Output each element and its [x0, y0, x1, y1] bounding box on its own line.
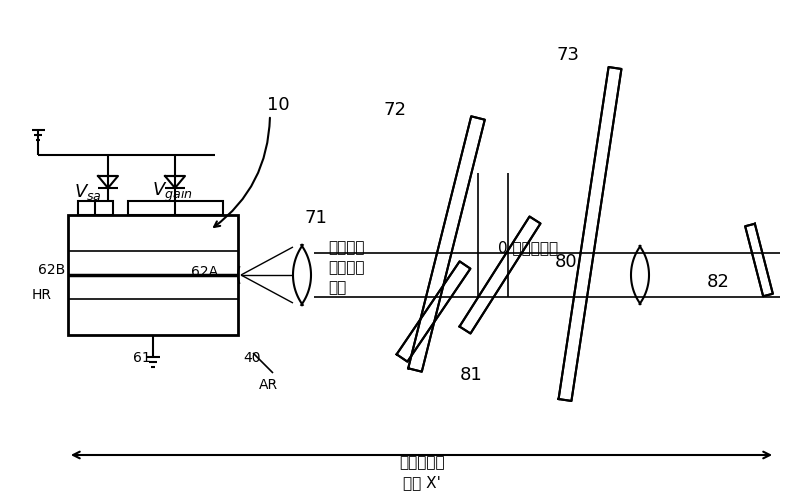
Text: 72: 72: [383, 101, 406, 119]
Text: 80: 80: [555, 253, 578, 271]
Polygon shape: [459, 217, 541, 334]
Text: 光反馈：: 光反馈：: [328, 241, 365, 255]
Polygon shape: [558, 67, 622, 401]
Text: 10: 10: [266, 96, 290, 114]
Text: 71: 71: [305, 209, 328, 227]
Bar: [68, 215, 238, 335]
Polygon shape: [745, 224, 773, 296]
Polygon shape: [397, 261, 470, 362]
Text: 62A: 62A: [191, 265, 218, 279]
Text: 长度 X': 长度 X': [403, 476, 441, 491]
Text: 73: 73: [557, 46, 579, 64]
Text: $V_{gain}$: $V_{gain}$: [152, 180, 192, 204]
Polygon shape: [408, 117, 485, 372]
Text: 81: 81: [460, 366, 482, 384]
Bar: [78, 201, 113, 215]
Text: 82: 82: [706, 273, 730, 291]
Text: 40: 40: [243, 351, 261, 365]
Text: 一次衍射: 一次衍射: [328, 260, 365, 275]
Text: 外部谐振器: 外部谐振器: [399, 456, 445, 471]
Text: $V_{sa}$: $V_{sa}$: [74, 182, 102, 202]
Text: AR: AR: [258, 378, 278, 392]
Text: HR: HR: [32, 288, 52, 302]
Bar: [128, 201, 223, 215]
Text: 0 次衍射光束: 0 次衍射光束: [498, 241, 558, 255]
Text: 光束: 光束: [328, 280, 346, 295]
Text: 61: 61: [133, 351, 151, 365]
Text: 62B: 62B: [38, 263, 66, 277]
